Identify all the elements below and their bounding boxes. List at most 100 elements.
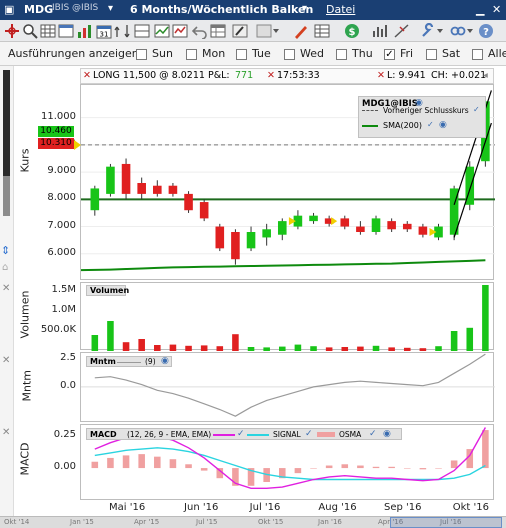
close-time-icon[interactable]: ✕ — [267, 70, 275, 81]
prev-close-check-icon[interactable]: ✓ — [473, 105, 480, 114]
osma-bar — [107, 457, 114, 469]
indicator-icon[interactable] — [154, 23, 170, 39]
close-macd-panel-icon[interactable]: ✕ — [2, 427, 11, 438]
chart-table-icon[interactable] — [314, 23, 330, 39]
close-momentum-panel-icon[interactable]: ✕ — [2, 355, 11, 366]
window-icon[interactable] — [256, 23, 272, 39]
wizard-icon[interactable] — [232, 23, 248, 39]
prev-close-swatch — [362, 110, 378, 111]
link-dropdown-icon[interactable] — [466, 23, 474, 39]
pnl-value: 771 — [235, 70, 254, 81]
close-volume-panel-icon[interactable]: ✕ — [2, 283, 11, 294]
app-menu-icon[interactable]: ▣ — [4, 3, 15, 16]
calendar-icon[interactable]: 31 — [96, 23, 112, 39]
osma-bar — [279, 468, 286, 479]
svg-text:?: ? — [483, 27, 489, 38]
grid-icon[interactable] — [40, 23, 56, 39]
checkbox-mon[interactable] — [186, 49, 197, 60]
zoom-icon[interactable] — [22, 23, 38, 39]
checkbox-sat[interactable] — [426, 49, 437, 60]
volume-bar — [279, 346, 286, 351]
pattern-icon[interactable] — [172, 23, 188, 39]
table-icon[interactable] — [58, 23, 74, 39]
close-last-icon[interactable]: ✕ — [377, 70, 385, 81]
momentum-line — [94, 353, 486, 417]
crosshair-icon[interactable] — [4, 23, 20, 39]
macd-settings-icon[interactable]: ◉ — [383, 429, 391, 439]
macd-check-icon[interactable]: ✓ — [237, 429, 245, 439]
volume-plot[interactable] — [80, 282, 494, 351]
sma-settings-icon[interactable]: ◉ — [439, 120, 447, 130]
layout-icon[interactable] — [134, 23, 150, 39]
svg-text:$: $ — [349, 27, 356, 38]
infobar-arrow-icon[interactable]: ◂ — [483, 70, 488, 81]
position-marker — [74, 140, 81, 150]
volume-bar — [419, 348, 427, 351]
momentum-settings-icon[interactable]: ◉ — [161, 356, 169, 366]
lock-icon[interactable]: ⌂ — [2, 262, 9, 273]
price-legend-settings-icon[interactable]: ◉ — [415, 98, 423, 108]
checkbox-mon-label: Mon — [202, 47, 226, 60]
close-icon[interactable]: ✕ — [492, 3, 502, 16]
menu-datei[interactable]: Datei — [326, 3, 356, 16]
signal-swatch — [247, 434, 269, 436]
osma-bar — [482, 430, 489, 469]
minimize-icon[interactable]: ▁ — [476, 3, 485, 16]
checkbox-sun[interactable] — [136, 49, 147, 60]
table-view-icon[interactable] — [210, 23, 226, 39]
volume-bar — [154, 345, 161, 351]
wrench-dropdown-icon[interactable] — [436, 23, 444, 39]
checkbox-thu[interactable] — [336, 49, 347, 60]
scale-icon[interactable] — [114, 23, 130, 39]
volume-bar — [357, 346, 364, 351]
sma-check-icon[interactable]: ✓ — [427, 120, 434, 129]
execution-marker — [429, 228, 437, 236]
volume-bar — [325, 347, 333, 351]
momentum-swatch — [117, 362, 141, 363]
link-icon[interactable] — [450, 23, 466, 39]
candle-body — [90, 188, 100, 211]
bar-chart-icon[interactable] — [76, 23, 92, 39]
undo-icon[interactable] — [192, 23, 208, 39]
currency-icon[interactable]: $ — [344, 23, 360, 39]
execution-marker — [331, 217, 338, 226]
osma-check-icon[interactable]: ✓ — [369, 429, 377, 439]
candle-body — [340, 218, 350, 227]
checkbox-sun-label: Sun — [152, 47, 173, 60]
checkbox-tue[interactable] — [236, 49, 247, 60]
volume-bar — [200, 345, 208, 351]
help-icon[interactable]: ? — [478, 23, 494, 39]
candle-body — [215, 226, 225, 249]
close-position-icon[interactable]: ✕ — [83, 70, 91, 81]
checkbox-fri-label: Fri — [400, 47, 414, 60]
period-selector[interactable]: 6 Months/Wöchentlich Balken — [130, 3, 314, 16]
volume-panel: Volumen 500.0K 1.0M 1.5M — [14, 282, 500, 351]
volume-bar — [107, 321, 114, 351]
exchange-label[interactable]: IBIS @IBIS — [52, 3, 99, 13]
symbol-label[interactable]: MDG — [24, 3, 54, 16]
osma-bar — [216, 468, 224, 479]
osma-bar — [154, 456, 161, 469]
candle-body — [231, 232, 240, 260]
period-dropdown-icon[interactable]: ▾ — [302, 3, 308, 14]
draw-pencil-icon[interactable] — [292, 23, 308, 39]
navigator-bar[interactable]: Okt '14 Jan '15 Apr '15 Jul '15 Okt '15 Jan '… — [0, 516, 506, 528]
expand-arrows-icon[interactable]: ⇕ — [1, 244, 11, 257]
y-tick-label: 0.0 — [60, 379, 76, 391]
sma-swatch — [362, 125, 378, 127]
price-scroll-track[interactable] — [3, 176, 10, 216]
y-tick-label: 7.000 — [47, 219, 76, 231]
exchange-dropdown-icon[interactable]: ▾ — [108, 3, 114, 14]
checkbox-alle[interactable] — [472, 49, 483, 60]
left-control-strip: ⇕ ⌂ — [0, 66, 14, 516]
signal-check-icon[interactable]: ✓ — [305, 429, 313, 439]
navigator-range-handle[interactable] — [390, 517, 502, 528]
bar-chart-type-icon[interactable] — [372, 23, 388, 39]
price-scroll-handle[interactable] — [3, 70, 10, 178]
trend-tool-icon[interactable] — [394, 23, 410, 39]
wrench-icon[interactable] — [420, 23, 436, 39]
window-dropdown-icon[interactable] — [272, 23, 280, 39]
candle-body — [262, 229, 271, 238]
checkbox-fri[interactable]: ✓ — [384, 49, 395, 60]
checkbox-wed[interactable] — [284, 49, 295, 60]
